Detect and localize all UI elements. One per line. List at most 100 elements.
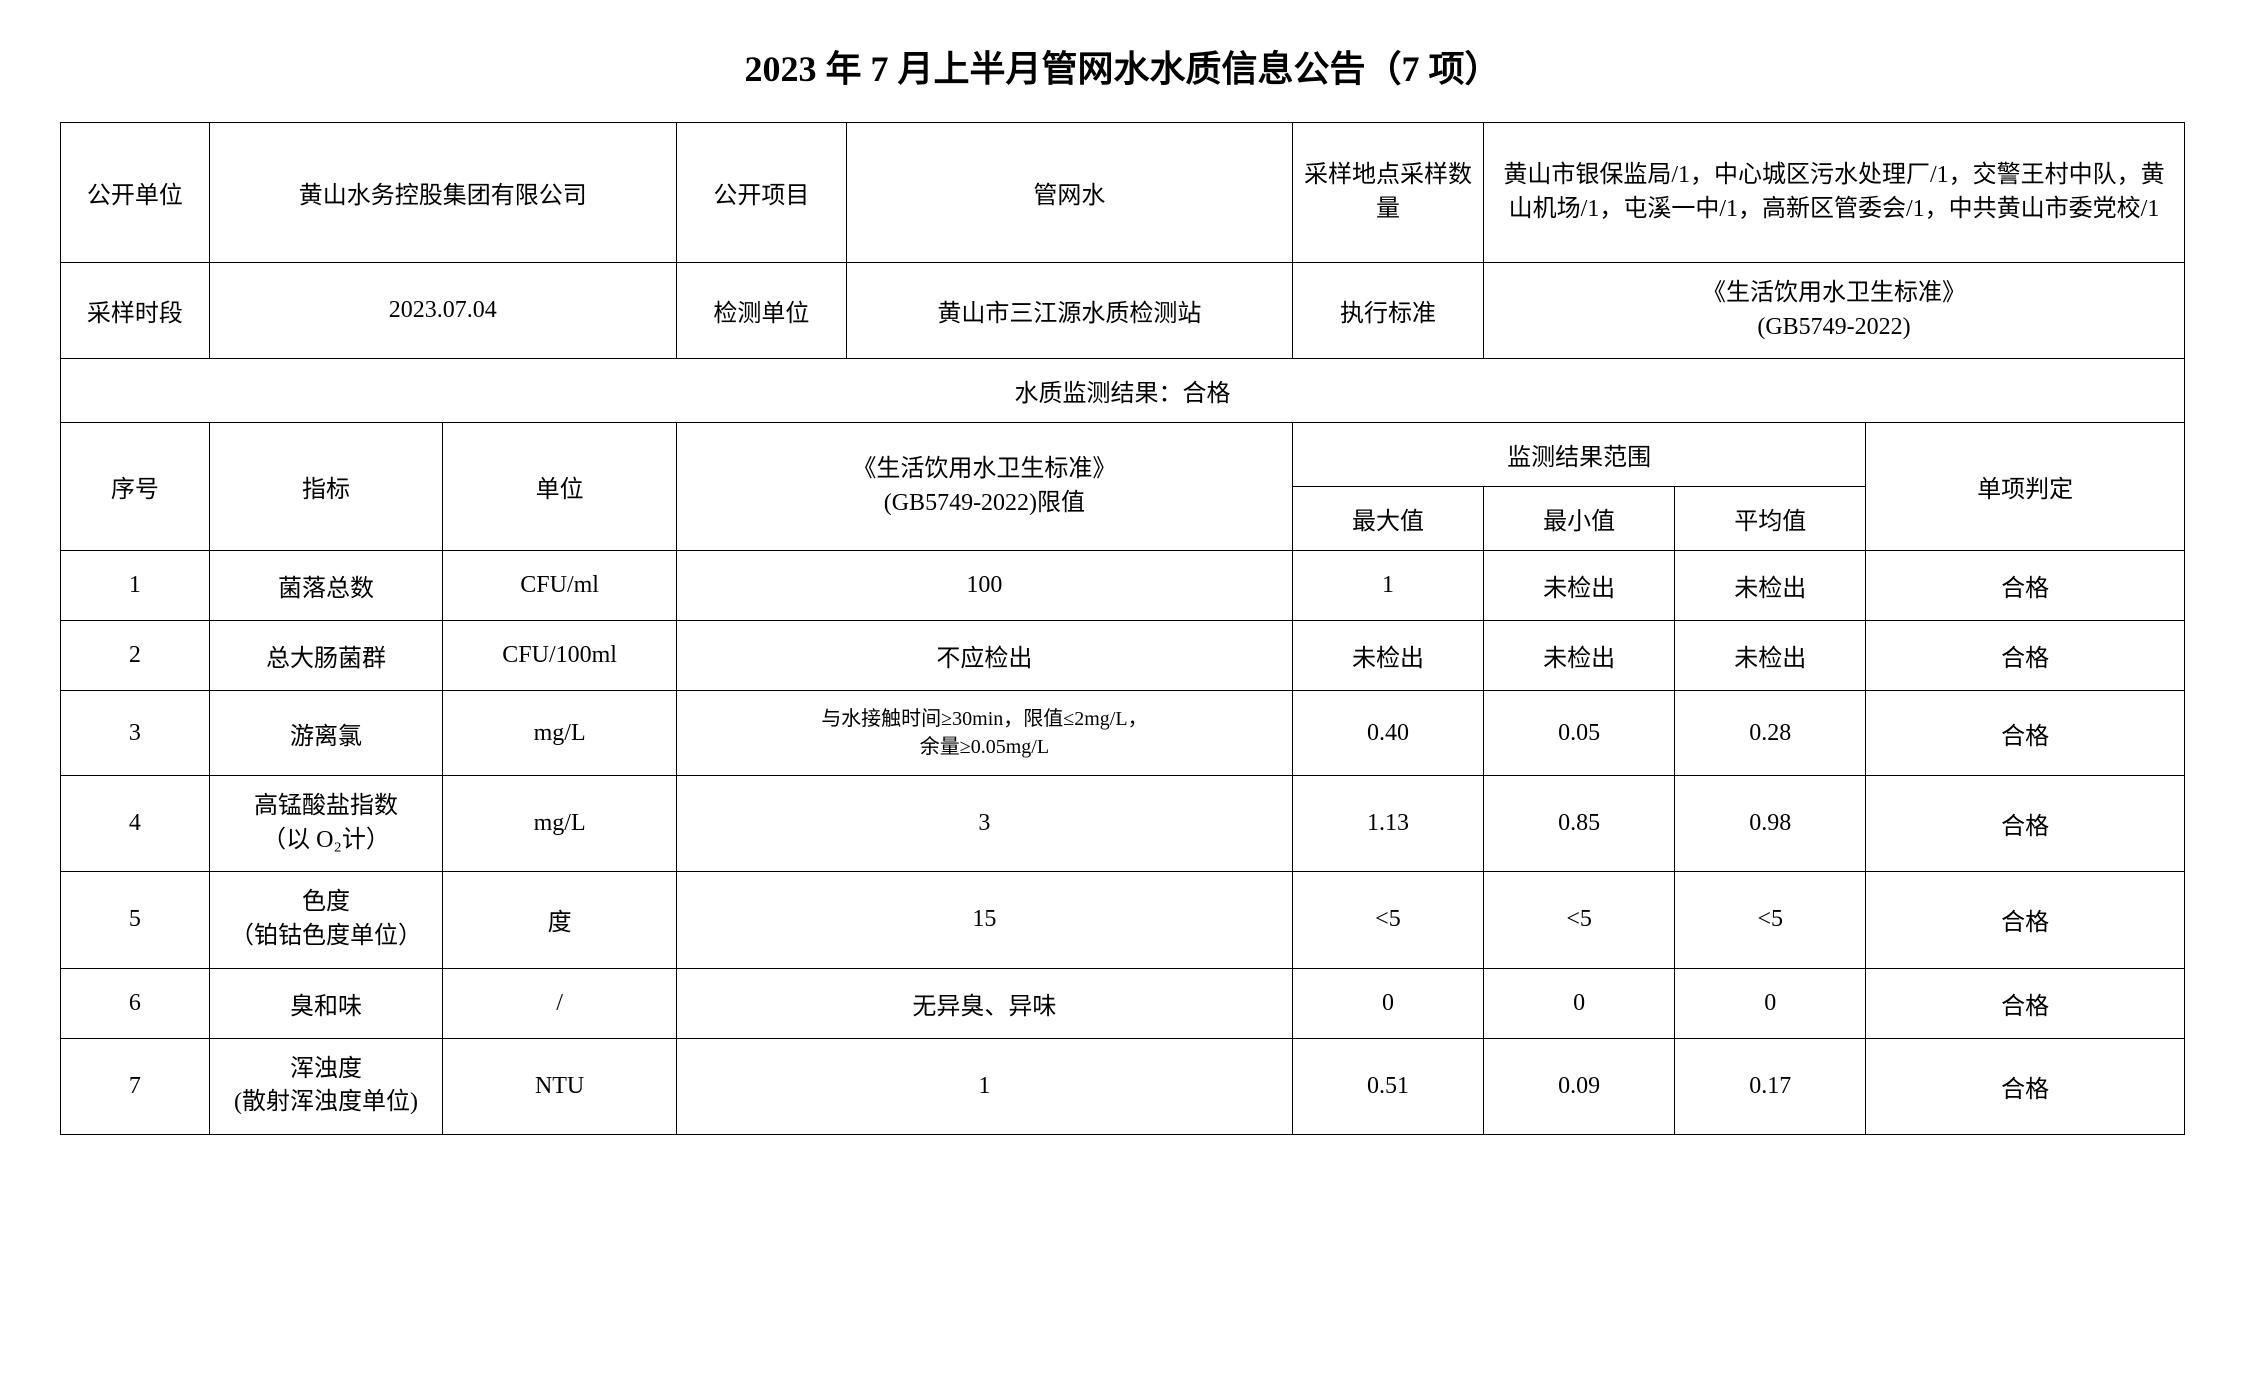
- label-standard: 执行标准: [1292, 263, 1483, 359]
- col-range-header: 监测结果范围: [1292, 423, 1865, 487]
- label-sampling-location: 采样地点采样数量: [1292, 123, 1483, 263]
- cell-seq: 2: [61, 621, 210, 691]
- cell-unit: CFU/100ml: [443, 621, 677, 691]
- cell-max: 1: [1292, 551, 1483, 621]
- cell-seq: 4: [61, 776, 210, 872]
- cell-judgment: 合格: [1866, 621, 2185, 691]
- cell-standard: 15: [676, 872, 1292, 968]
- value-sampling-location: 黄山市银保监局/1，中心城区污水处理厂/1，交警王村中队，黄山机场/1，屯溪一中…: [1484, 123, 2185, 263]
- cell-avg: 0.28: [1675, 691, 1866, 776]
- cell-max: 0: [1292, 968, 1483, 1038]
- label-project: 公开项目: [676, 123, 846, 263]
- standard-line2: (GB5749-2022): [1492, 311, 2176, 345]
- value-testing-unit: 黄山市三江源水质检测站: [846, 263, 1292, 359]
- cell-unit: NTU: [443, 1038, 677, 1134]
- cell-max: 1.13: [1292, 776, 1483, 872]
- cell-indicator: 总大肠菌群: [209, 621, 443, 691]
- cell-avg: 未检出: [1675, 551, 1866, 621]
- cell-standard-line1: 与水接触时间≥30min，限值≤2mg/L，: [685, 705, 1284, 733]
- cell-seq: 1: [61, 551, 210, 621]
- cell-judgment: 合格: [1866, 551, 2185, 621]
- cell-min: 未检出: [1484, 621, 1675, 691]
- cell-indicator: 臭和味: [209, 968, 443, 1038]
- label-publisher: 公开单位: [61, 123, 210, 263]
- col-avg: 平均值: [1675, 487, 1866, 551]
- table-row: 4 高锰酸盐指数 （以 O₂计） mg/L 3 1.13 0.85 0.98 合…: [61, 776, 2185, 872]
- cell-standard: 无异臭、异味: [676, 968, 1292, 1038]
- header-row-1: 公开单位 黄山水务控股集团有限公司 公开项目 管网水 采样地点采样数量 黄山市银…: [61, 123, 2185, 263]
- col-seq: 序号: [61, 423, 210, 551]
- cell-indicator: 高锰酸盐指数 （以 O₂计）: [209, 776, 443, 872]
- cell-judgment: 合格: [1866, 872, 2185, 968]
- cell-unit: 度: [443, 872, 677, 968]
- col-indicator: 指标: [209, 423, 443, 551]
- label-testing-unit: 检测单位: [676, 263, 846, 359]
- cell-min: <5: [1484, 872, 1675, 968]
- cell-max: 0.40: [1292, 691, 1483, 776]
- col-standard: 《生活饮用水卫生标准》 (GB5749-2022)限值: [676, 423, 1292, 551]
- cell-seq: 3: [61, 691, 210, 776]
- label-sampling-period: 采样时段: [61, 263, 210, 359]
- cell-indicator-line2: (散射浑浊度单位): [218, 1086, 435, 1120]
- cell-standard-line2: 余量≥0.05mg/L: [685, 733, 1284, 761]
- cell-indicator-line1: 高锰酸盐指数: [218, 790, 435, 824]
- col-min: 最小值: [1484, 487, 1675, 551]
- cell-judgment: 合格: [1866, 1038, 2185, 1134]
- cell-judgment: 合格: [1866, 691, 2185, 776]
- cell-unit: mg/L: [443, 691, 677, 776]
- value-standard: 《生活饮用水卫生标准》 (GB5749-2022): [1484, 263, 2185, 359]
- document-title: 2023 年 7 月上半月管网水水质信息公告（7 项）: [60, 40, 2185, 92]
- cell-min: 0.05: [1484, 691, 1675, 776]
- table-row: 6 臭和味 / 无异臭、异味 0 0 0 合格: [61, 968, 2185, 1038]
- cell-indicator-line2: （以 O₂计）: [218, 824, 435, 858]
- col-standard-line2: (GB5749-2022)限值: [685, 487, 1284, 521]
- cell-unit: CFU/ml: [443, 551, 677, 621]
- col-unit: 单位: [443, 423, 677, 551]
- cell-avg: 0: [1675, 968, 1866, 1038]
- cell-indicator: 浑浊度 (散射浑浊度单位): [209, 1038, 443, 1134]
- cell-avg: 0.98: [1675, 776, 1866, 872]
- cell-indicator-line1: 色度: [218, 886, 435, 920]
- table-row: 7 浑浊度 (散射浑浊度单位) NTU 1 0.51 0.09 0.17 合格: [61, 1038, 2185, 1134]
- header-row-2: 采样时段 2023.07.04 检测单位 黄山市三江源水质检测站 执行标准 《生…: [61, 263, 2185, 359]
- col-judgment: 单项判定: [1866, 423, 2185, 551]
- cell-unit: mg/L: [443, 776, 677, 872]
- cell-indicator-line2: （铂钴色度单位）: [218, 920, 435, 954]
- value-sampling-period: 2023.07.04: [209, 263, 676, 359]
- cell-avg: <5: [1675, 872, 1866, 968]
- cell-max: <5: [1292, 872, 1483, 968]
- table-row: 1 菌落总数 CFU/ml 100 1 未检出 未检出 合格: [61, 551, 2185, 621]
- col-max: 最大值: [1292, 487, 1483, 551]
- cell-standard: 3: [676, 776, 1292, 872]
- cell-min: 0.85: [1484, 776, 1675, 872]
- cell-standard: 1: [676, 1038, 1292, 1134]
- cell-max: 未检出: [1292, 621, 1483, 691]
- result-summary: 水质监测结果：合格: [61, 359, 2185, 423]
- cell-judgment: 合格: [1866, 968, 2185, 1038]
- column-header-row-1: 序号 指标 单位 《生活饮用水卫生标准》 (GB5749-2022)限值 监测结…: [61, 423, 2185, 487]
- standard-line1: 《生活饮用水卫生标准》: [1492, 277, 2176, 311]
- water-quality-table: 公开单位 黄山水务控股集团有限公司 公开项目 管网水 采样地点采样数量 黄山市银…: [60, 122, 2185, 1135]
- result-summary-row: 水质监测结果：合格: [61, 359, 2185, 423]
- cell-seq: 6: [61, 968, 210, 1038]
- cell-indicator: 游离氯: [209, 691, 443, 776]
- cell-indicator-line1: 浑浊度: [218, 1053, 435, 1087]
- value-project: 管网水: [846, 123, 1292, 263]
- cell-max: 0.51: [1292, 1038, 1483, 1134]
- cell-min: 0: [1484, 968, 1675, 1038]
- cell-indicator: 色度 （铂钴色度单位）: [209, 872, 443, 968]
- cell-judgment: 合格: [1866, 776, 2185, 872]
- cell-min: 0.09: [1484, 1038, 1675, 1134]
- cell-seq: 5: [61, 872, 210, 968]
- table-row: 2 总大肠菌群 CFU/100ml 不应检出 未检出 未检出 未检出 合格: [61, 621, 2185, 691]
- cell-avg: 0.17: [1675, 1038, 1866, 1134]
- col-standard-line1: 《生活饮用水卫生标准》: [685, 453, 1284, 487]
- cell-seq: 7: [61, 1038, 210, 1134]
- table-row: 5 色度 （铂钴色度单位） 度 15 <5 <5 <5 合格: [61, 872, 2185, 968]
- cell-avg: 未检出: [1675, 621, 1866, 691]
- cell-indicator: 菌落总数: [209, 551, 443, 621]
- cell-standard: 与水接触时间≥30min，限值≤2mg/L， 余量≥0.05mg/L: [676, 691, 1292, 776]
- cell-unit: /: [443, 968, 677, 1038]
- cell-standard: 不应检出: [676, 621, 1292, 691]
- table-row: 3 游离氯 mg/L 与水接触时间≥30min，限值≤2mg/L， 余量≥0.0…: [61, 691, 2185, 776]
